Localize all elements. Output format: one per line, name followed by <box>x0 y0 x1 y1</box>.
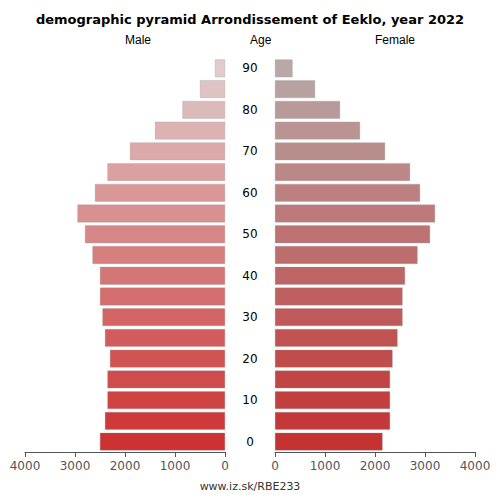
svg-text:demographic pyramid Arrondisse: demographic pyramid Arrondissement of Ee… <box>36 12 464 27</box>
svg-text:4000: 4000 <box>460 459 491 473</box>
svg-text:3000: 3000 <box>410 459 441 473</box>
svg-text:60: 60 <box>242 186 257 200</box>
svg-text:80: 80 <box>242 103 257 117</box>
svg-text:Female: Female <box>375 33 415 47</box>
svg-text:3000: 3000 <box>60 459 91 473</box>
svg-text:www.iz.sk/RBE233: www.iz.sk/RBE233 <box>200 480 301 493</box>
svg-text:0: 0 <box>271 459 279 473</box>
svg-text:1000: 1000 <box>160 459 191 473</box>
svg-text:Age: Age <box>250 33 272 47</box>
svg-text:90: 90 <box>242 61 257 75</box>
svg-text:0: 0 <box>221 459 229 473</box>
svg-text:2000: 2000 <box>360 459 391 473</box>
svg-text:10: 10 <box>242 393 257 407</box>
svg-text:4000: 4000 <box>10 459 41 473</box>
svg-text:Male: Male <box>125 33 151 47</box>
svg-text:70: 70 <box>242 144 257 158</box>
svg-text:2000: 2000 <box>110 459 141 473</box>
svg-text:30: 30 <box>242 310 257 324</box>
svg-text:40: 40 <box>242 269 257 283</box>
svg-text:20: 20 <box>242 352 257 366</box>
svg-text:1000: 1000 <box>310 459 341 473</box>
svg-text:0: 0 <box>246 435 254 449</box>
svg-text:50: 50 <box>242 227 257 241</box>
